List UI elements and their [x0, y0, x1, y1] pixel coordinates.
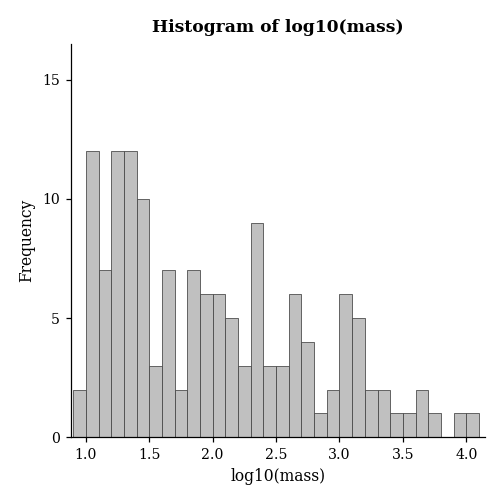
Bar [99, 271, 111, 437]
Bar [377, 390, 390, 437]
Bar [149, 366, 162, 437]
Bar [187, 271, 200, 437]
Bar [289, 294, 301, 437]
Bar [250, 223, 264, 437]
Bar [466, 413, 479, 437]
X-axis label: log10(mass): log10(mass) [230, 468, 326, 485]
Bar [301, 342, 314, 437]
Bar [238, 366, 250, 437]
Bar [137, 199, 149, 437]
Bar [225, 318, 238, 437]
Bar [200, 294, 213, 437]
Y-axis label: Frequency: Frequency [19, 199, 36, 282]
Bar [365, 390, 377, 437]
Bar [86, 151, 99, 437]
Bar [162, 271, 175, 437]
Bar [124, 151, 137, 437]
Title: Histogram of log10(mass): Histogram of log10(mass) [152, 19, 404, 36]
Bar [428, 413, 441, 437]
Bar [175, 390, 187, 437]
Bar [314, 413, 327, 437]
Bar [327, 390, 340, 437]
Bar [276, 366, 289, 437]
Bar [213, 294, 225, 437]
Bar [111, 151, 124, 437]
Bar [340, 294, 352, 437]
Bar [416, 390, 428, 437]
Bar [73, 390, 86, 437]
Bar [390, 413, 403, 437]
Bar [352, 318, 365, 437]
Bar [403, 413, 416, 437]
Bar [264, 366, 276, 437]
Bar [454, 413, 466, 437]
